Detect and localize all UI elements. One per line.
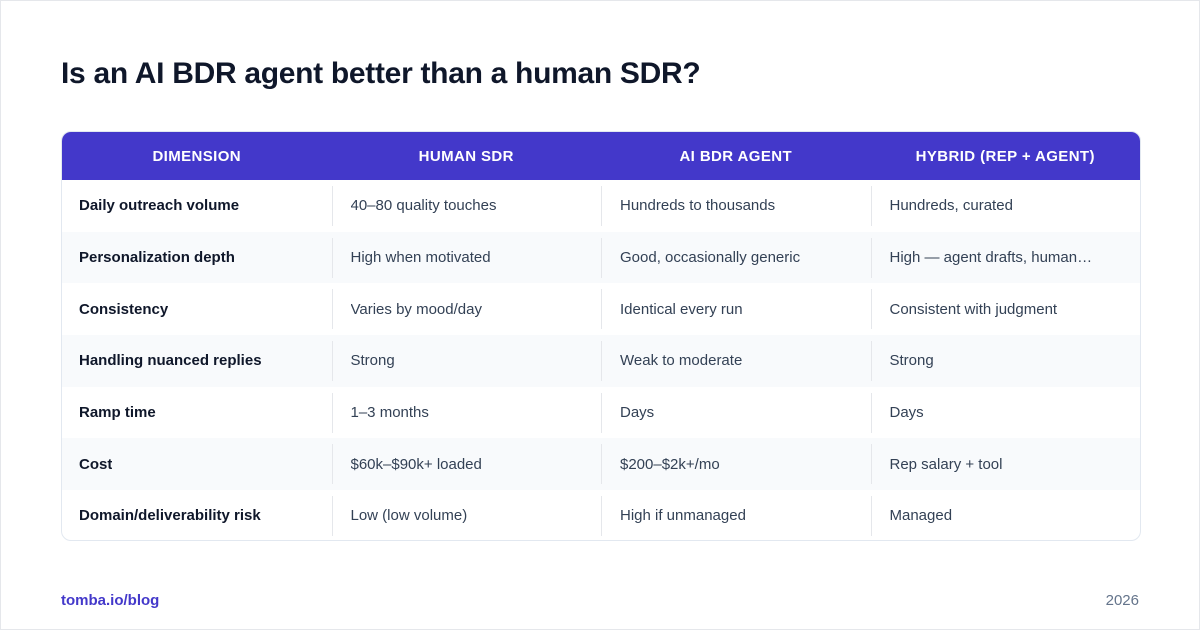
- cell-human-sdr: $60k–$90k+ loaded: [331, 444, 602, 485]
- row-dimension: Consistency: [79, 300, 169, 318]
- blog-link[interactable]: tomba.io/blog: [61, 592, 160, 609]
- table-row: Consistency Varies by mood/day Identical…: [62, 283, 1140, 335]
- cell-ai-bdr-agent: Weak to moderate: [601, 340, 871, 381]
- table-header: DIMENSION HUMAN SDR AI BDR AGENT HYBRID …: [62, 132, 1140, 180]
- cell-ai-bdr-agent: High if unmanaged: [601, 495, 871, 536]
- cell-ai-bdr-agent: Days: [601, 392, 871, 433]
- row-dimension: Personalization depth: [79, 249, 235, 267]
- row-dimension: Handling nuanced replies: [79, 352, 262, 370]
- footer-year: 2026: [1105, 592, 1139, 609]
- cell-hybrid: Strong: [870, 340, 1141, 381]
- header-hybrid: HYBRID (REP + AGENT): [915, 147, 1095, 165]
- cell-human-sdr: Strong: [331, 340, 602, 381]
- header-human-sdr: HUMAN SDR: [418, 147, 514, 165]
- row-dimension: Domain/deliverability risk: [79, 507, 261, 525]
- cell-hybrid: Consistent with judgment: [870, 289, 1141, 330]
- table-row: Cost $60k–$90k+ loaded $200–$2k+/mo Rep …: [62, 438, 1141, 491]
- cell-human-sdr: High when motivated: [331, 237, 602, 278]
- table-row: Handling nuanced replies Strong Weak to …: [62, 335, 1140, 387]
- cell-hybrid: Rep salary + tool: [870, 444, 1141, 485]
- cell-human-sdr: 1–3 months: [331, 392, 602, 433]
- table-row: Ramp time 1–3 months Days Days: [62, 387, 1140, 439]
- cell-hybrid: Days: [870, 392, 1141, 433]
- cell-ai-bdr-agent: Hundreds to thousands: [601, 185, 871, 226]
- row-dimension: Ramp time: [79, 404, 156, 422]
- row-dimension: Cost: [79, 455, 113, 473]
- cell-ai-bdr-agent: Good, occasionally generic: [601, 237, 871, 278]
- header-ai-bdr-agent: AI BDR AGENT: [679, 147, 793, 165]
- cell-human-sdr: Low (low volume): [331, 495, 602, 536]
- table-row: Domain/deliverability risk Low (low volu…: [62, 490, 1141, 540]
- row-dimension: Daily outreach volume: [79, 197, 240, 215]
- page-title: Is an AI BDR agent better than a human S…: [61, 57, 701, 90]
- cell-hybrid: High — agent drafts, human…: [870, 237, 1141, 278]
- cell-human-sdr: 40–80 quality touches: [331, 185, 602, 226]
- table-row: Daily outreach volume 40–80 quality touc…: [62, 180, 1140, 232]
- cell-human-sdr: Varies by mood/day: [331, 289, 602, 330]
- table-row: Personalization depth High when motivate…: [62, 231, 1141, 284]
- cell-ai-bdr-agent: Identical every run: [601, 289, 871, 330]
- cell-hybrid: Hundreds, curated: [870, 185, 1141, 226]
- cell-ai-bdr-agent: $200–$2k+/mo: [601, 444, 871, 485]
- comparison-table: DIMENSION HUMAN SDR AI BDR AGENT HYBRID …: [61, 131, 1141, 541]
- header-dimension: DIMENSION: [152, 147, 242, 165]
- cell-hybrid: Managed: [870, 495, 1141, 536]
